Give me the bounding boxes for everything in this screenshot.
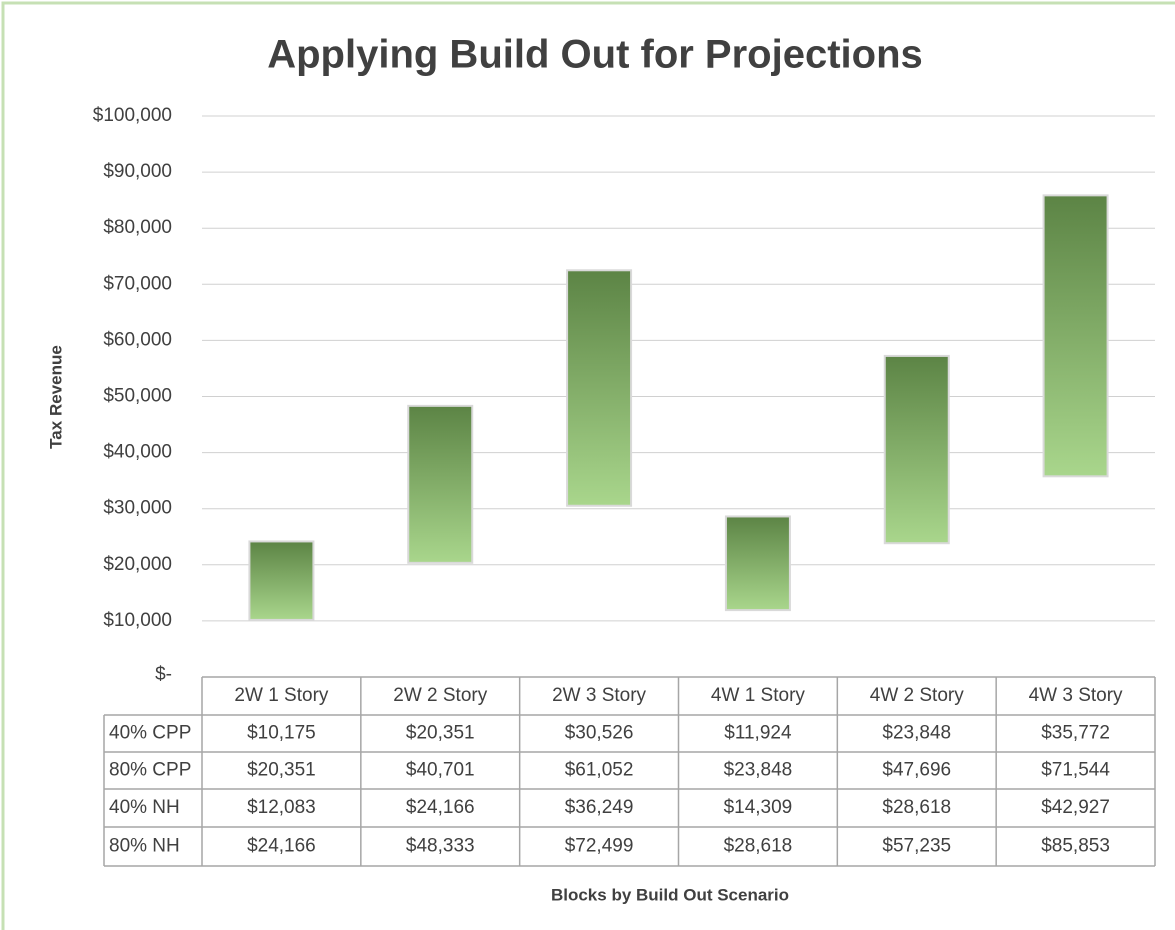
table-cell: $30,526 (565, 723, 634, 744)
bar (248, 540, 315, 621)
x-axis-label: Blocks by Build Out Scenario (551, 885, 789, 904)
table-header: 4W 3 Story (1029, 685, 1123, 706)
table-cell: $20,351 (406, 723, 475, 744)
bar (1042, 194, 1109, 478)
y-tick-label: $50,000 (103, 386, 172, 407)
table-cell: $71,544 (1041, 760, 1110, 781)
table-cell: $23,848 (882, 723, 951, 744)
table-cell: $61,052 (565, 760, 634, 781)
y-tick-label: $40,000 (103, 442, 172, 463)
bar (724, 515, 791, 612)
chart-title: Applying Build Out for Projections (267, 33, 923, 77)
table-cell: $24,166 (406, 797, 475, 818)
table-row-label: 40% NH (109, 797, 180, 818)
table-header: 4W 1 Story (711, 685, 805, 706)
table-cell: $85,853 (1041, 836, 1110, 857)
table-cell: $48,333 (406, 836, 475, 857)
table-cell: $28,618 (882, 797, 951, 818)
y-tick-label: $90,000 (103, 161, 172, 182)
table-cell: $20,351 (247, 760, 316, 781)
table-cell: $11,924 (724, 723, 792, 744)
y-tick-label: $80,000 (103, 217, 172, 238)
table-cell: $72,499 (565, 836, 634, 857)
y-tick-label: $10,000 (103, 610, 172, 631)
table-cell: $36,249 (565, 797, 634, 818)
table-cell: $12,083 (247, 797, 316, 818)
y-tick-label: $60,000 (103, 329, 172, 350)
table-row-label: 80% CPP (109, 760, 191, 781)
table-cell: $47,696 (882, 760, 951, 781)
table-header: 2W 1 Story (234, 685, 328, 706)
table-cell: $23,848 (724, 760, 793, 781)
table-cell: $57,235 (882, 836, 951, 857)
table-cell: $28,618 (724, 836, 793, 857)
y-tick-label: $100,000 (93, 105, 172, 126)
table-header: 2W 3 Story (552, 685, 646, 706)
table-cell: $35,772 (1041, 723, 1110, 744)
y-tick-label: $20,000 (103, 554, 172, 575)
table-row-label: 80% NH (109, 836, 180, 857)
table-cell: $40,701 (406, 760, 475, 781)
y-tick-label: $30,000 (103, 498, 172, 519)
table-cell: $14,309 (724, 797, 793, 818)
y-axis-label: Tax Revenue (46, 345, 65, 449)
y-tick-label: $70,000 (103, 273, 172, 294)
bar (566, 269, 633, 507)
table-cell: $24,166 (247, 836, 316, 857)
table-row-label: 40% CPP (109, 723, 191, 744)
bar (407, 404, 474, 564)
y-tick-label: $- (155, 664, 172, 685)
bar (883, 354, 950, 545)
table-cell: $10,175 (247, 723, 316, 744)
table-header: 4W 2 Story (870, 685, 964, 706)
table-header: 2W 2 Story (393, 685, 487, 706)
table-cell: $42,927 (1041, 797, 1110, 818)
